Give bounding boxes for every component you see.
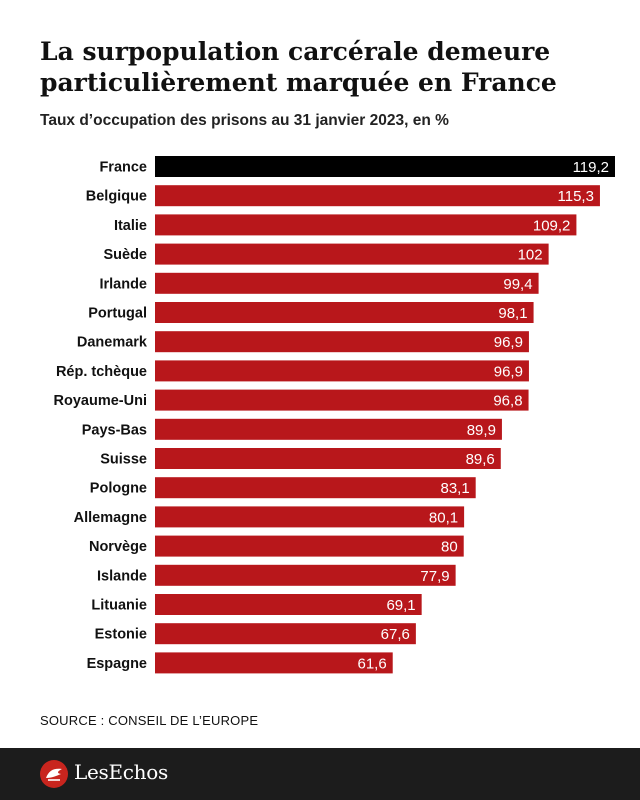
value-label: 89,9 bbox=[467, 422, 496, 439]
value-label: 83,1 bbox=[440, 480, 469, 497]
category-label: France bbox=[99, 160, 147, 176]
category-label: Estonie bbox=[95, 627, 147, 643]
value-label: 89,6 bbox=[466, 451, 495, 468]
footer-bar: LesEchos bbox=[0, 748, 640, 800]
bar bbox=[155, 418, 502, 440]
source-note: SOURCE : CONSEIL DE L’EUROPE bbox=[40, 713, 259, 728]
bar bbox=[155, 623, 416, 645]
category-label: Italie bbox=[114, 218, 147, 234]
bar bbox=[155, 389, 529, 411]
value-label: 99,4 bbox=[503, 276, 532, 293]
value-label: 67,6 bbox=[381, 626, 410, 643]
value-label: 80,1 bbox=[429, 509, 458, 526]
category-label: Pologne bbox=[90, 481, 147, 497]
value-label: 61,6 bbox=[358, 655, 387, 672]
value-label: 96,8 bbox=[493, 393, 522, 410]
category-label: Pays-Bas bbox=[82, 422, 147, 438]
value-label: 77,9 bbox=[420, 568, 449, 585]
bar bbox=[155, 331, 529, 353]
category-label: Lituanie bbox=[91, 598, 147, 614]
category-label: Espagne bbox=[87, 656, 147, 672]
category-label: Islande bbox=[97, 568, 147, 584]
les-echos-logo-icon bbox=[40, 760, 68, 788]
bar bbox=[155, 360, 529, 382]
value-label: 96,9 bbox=[494, 334, 523, 351]
bar bbox=[155, 506, 465, 528]
value-label: 115,3 bbox=[558, 188, 594, 205]
category-label: Portugal bbox=[88, 306, 147, 322]
category-label: Suisse bbox=[100, 452, 147, 468]
bar bbox=[155, 594, 422, 615]
category-label: Rép. tchèque bbox=[56, 364, 147, 380]
value-label: 98,1 bbox=[498, 305, 527, 322]
value-label: 80 bbox=[441, 539, 458, 556]
bar bbox=[155, 185, 600, 207]
bar bbox=[155, 272, 539, 294]
bar bbox=[155, 448, 501, 469]
chart-title: La surpopulation carcérale demeure parti… bbox=[40, 37, 557, 97]
category-label: Royaume-Uni bbox=[54, 393, 147, 409]
category-label: Norvège bbox=[89, 539, 147, 555]
brand-logo-text: LesEchos bbox=[74, 760, 168, 784]
bar bbox=[155, 243, 549, 265]
category-label: Irlande bbox=[99, 276, 147, 292]
category-label: Danemark bbox=[77, 335, 148, 351]
chart-subtitle: Taux d’occupation des prisons au 31 janv… bbox=[40, 112, 449, 129]
bar bbox=[155, 564, 456, 586]
bar bbox=[155, 652, 393, 674]
value-label: 96,9 bbox=[494, 363, 523, 380]
bar bbox=[155, 302, 534, 323]
value-label: 102 bbox=[518, 247, 543, 264]
bar bbox=[155, 214, 577, 236]
value-label: 119,2 bbox=[573, 159, 609, 176]
value-label: 109,2 bbox=[533, 217, 571, 234]
bar-chart: France 119,2 Belgique 115,3 Italie 109,2 Suède… bbox=[54, 156, 615, 674]
bar bbox=[155, 535, 464, 557]
category-label: Allemagne bbox=[74, 510, 147, 526]
bar-highlight bbox=[155, 156, 615, 177]
value-label: 69,1 bbox=[386, 597, 415, 614]
category-label: Suède bbox=[103, 247, 147, 263]
category-label: Belgique bbox=[86, 189, 147, 205]
bar bbox=[155, 477, 476, 499]
